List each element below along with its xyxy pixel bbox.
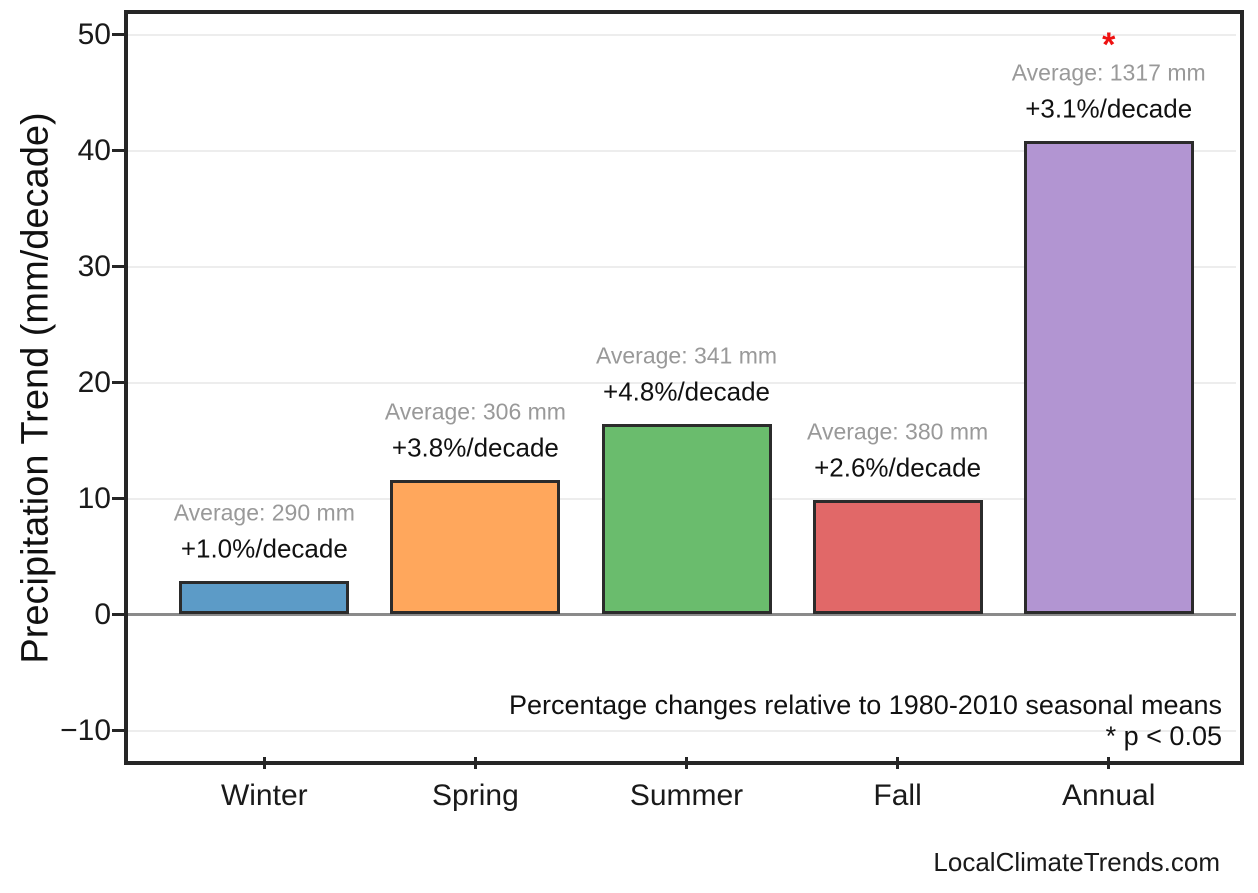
x-axis-tick bbox=[262, 757, 266, 769]
trend-label: +1.0%/decade bbox=[180, 533, 348, 564]
gridline bbox=[128, 265, 1236, 268]
average-label: Average: 380 mm bbox=[807, 418, 989, 445]
significance-star: * bbox=[1102, 26, 1116, 65]
average-label: Average: 290 mm bbox=[173, 499, 355, 526]
trend-label: +3.8%/decade bbox=[391, 432, 559, 463]
y-tick-label: −10 bbox=[60, 713, 111, 747]
watermark: LocalClimateTrends.com bbox=[933, 847, 1220, 877]
x-axis-tick bbox=[685, 757, 688, 769]
y-tick-label: 10 bbox=[77, 481, 111, 515]
bar-winter bbox=[179, 580, 350, 615]
x-axis-tick bbox=[473, 757, 477, 769]
y-axis-tick bbox=[112, 381, 126, 384]
y-axis-tick bbox=[112, 149, 126, 152]
y-axis-tick bbox=[112, 729, 126, 732]
note-line-1: Percentage changes relative to 1980-2010… bbox=[509, 690, 1222, 720]
x-tick-label-winter: Winter bbox=[220, 779, 308, 812]
y-tick-label: 40 bbox=[77, 133, 111, 167]
gridline bbox=[128, 729, 1236, 732]
gridline bbox=[128, 33, 1236, 36]
average-label: Average: 1317 mm bbox=[1011, 59, 1206, 86]
y-axis-tick bbox=[112, 613, 126, 616]
x-tick-label-annual: Annual bbox=[1061, 779, 1156, 812]
gridline bbox=[128, 381, 1236, 384]
y-tick-label: 20 bbox=[77, 365, 111, 399]
x-tick-label-summer: Summer bbox=[629, 779, 744, 812]
y-axis-tick bbox=[112, 33, 126, 36]
bar-fall bbox=[812, 499, 983, 615]
y-tick-label: 0 bbox=[94, 597, 111, 631]
x-axis-tick bbox=[1107, 757, 1111, 769]
y-axis-tick bbox=[112, 265, 126, 268]
chart-note: Percentage changes relative to 1980-2010… bbox=[509, 690, 1222, 752]
x-axis-tick bbox=[896, 757, 900, 769]
gridline bbox=[128, 149, 1236, 152]
y-tick-label: 30 bbox=[77, 249, 111, 283]
x-tick-label-spring: Spring bbox=[432, 779, 519, 812]
average-label: Average: 341 mm bbox=[595, 342, 778, 369]
bar-annual bbox=[1023, 141, 1194, 615]
trend-label: +4.8%/decade bbox=[603, 376, 770, 407]
bar-spring bbox=[390, 479, 561, 615]
trend-label: +2.6%/decade bbox=[814, 452, 982, 483]
x-tick-label-fall: Fall bbox=[873, 779, 922, 812]
note-line-2: * p < 0.05 bbox=[1105, 721, 1222, 751]
zero-gridline bbox=[128, 613, 1236, 616]
trend-label: +3.1%/decade bbox=[1025, 93, 1193, 124]
y-axis-tick bbox=[112, 497, 126, 500]
bar-summer bbox=[601, 424, 772, 615]
y-tick-label: 50 bbox=[77, 17, 111, 51]
average-label: Average: 306 mm bbox=[384, 398, 566, 425]
